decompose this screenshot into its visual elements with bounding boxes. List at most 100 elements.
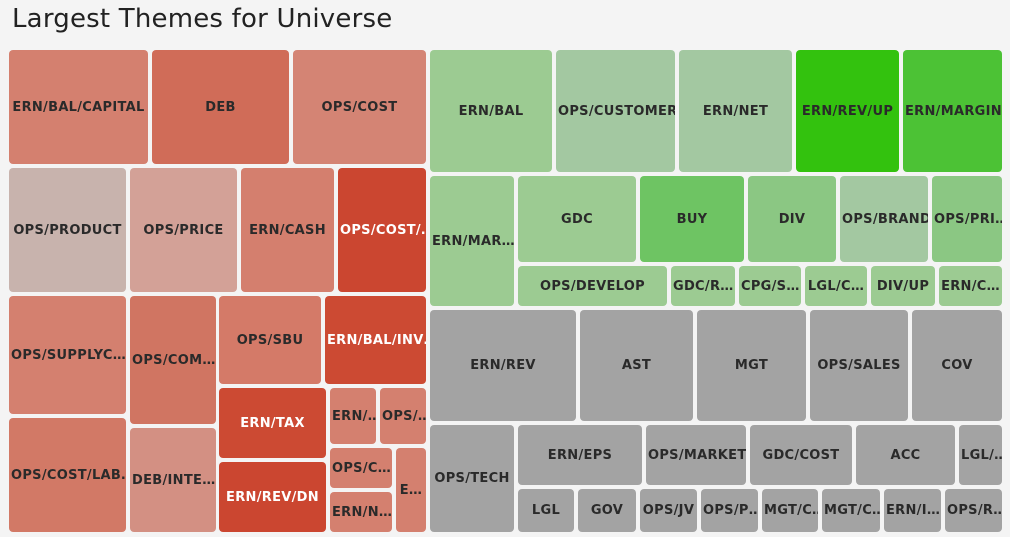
treemap-tile[interactable]: ERN/REV bbox=[430, 310, 576, 421]
treemap-tile[interactable]: OPS/… bbox=[380, 388, 426, 444]
treemap-tile[interactable]: OPS/CUSTOMER bbox=[556, 50, 675, 172]
treemap-tile[interactable]: OPS/MARKET bbox=[646, 425, 746, 485]
treemap-tile[interactable]: ERN/C… bbox=[939, 266, 1002, 306]
treemap-tile[interactable]: ERN/NET bbox=[679, 50, 792, 172]
treemap-tile[interactable]: ERN/REV/UP bbox=[796, 50, 899, 172]
treemap-tile-label: ERN/N… bbox=[332, 504, 392, 520]
treemap-tile[interactable]: ACC bbox=[856, 425, 955, 485]
treemap-tile[interactable]: CPG/S… bbox=[739, 266, 801, 306]
treemap-tile-label: ERN/EPS bbox=[547, 447, 613, 463]
chart-title: Largest Themes for Universe bbox=[12, 4, 393, 34]
treemap-tile-label: OPS/C… bbox=[332, 460, 392, 476]
treemap-tile[interactable]: DIV bbox=[748, 176, 836, 262]
treemap-tile[interactable]: DIV/UP bbox=[871, 266, 935, 306]
treemap-tile[interactable]: OPS/TECH bbox=[430, 425, 514, 532]
treemap-tile[interactable]: DEB bbox=[152, 50, 289, 164]
treemap-tile-label: ERN/BAL bbox=[458, 103, 524, 119]
treemap-tile[interactable]: BUY bbox=[640, 176, 744, 262]
treemap-tile[interactable]: OPS/COST bbox=[293, 50, 426, 164]
treemap-tile-label: GDC bbox=[561, 211, 593, 227]
treemap-tile[interactable]: COV bbox=[912, 310, 1002, 421]
treemap-tile-label: OPS/MARKET bbox=[648, 447, 746, 463]
treemap-tile-label: ERN/BAL/CAPITAL bbox=[12, 99, 145, 115]
treemap-tile-label: GDC/R… bbox=[673, 278, 734, 294]
treemap-tile-label: OPS/P… bbox=[703, 503, 758, 518]
treemap-tile[interactable]: AST bbox=[580, 310, 693, 421]
treemap-tile[interactable]: E… bbox=[396, 448, 426, 532]
treemap-tile-label: OPS/TECH bbox=[434, 471, 510, 486]
treemap-tile-label: MGT/C… bbox=[764, 503, 818, 518]
treemap-tile-label: ERN/CASH bbox=[249, 222, 326, 238]
treemap-tile[interactable]: OPS/P… bbox=[701, 489, 758, 532]
treemap-tile-label: E… bbox=[399, 482, 423, 498]
treemap-tile[interactable]: OPS/SBU bbox=[219, 296, 321, 384]
treemap-tile-label: OPS/COST/… bbox=[340, 222, 426, 238]
treemap-tile[interactable]: ERN/N… bbox=[330, 492, 392, 532]
treemap-tile-label: OPS/DEVELOP bbox=[539, 278, 645, 294]
treemap-tile[interactable]: ERN/BAL/INV… bbox=[325, 296, 426, 384]
treemap-tile[interactable]: OPS/JV bbox=[640, 489, 697, 532]
treemap-tile-label: ERN/I… bbox=[886, 503, 941, 518]
treemap-tile-label: DEB/INTE… bbox=[132, 472, 216, 488]
treemap-tile[interactable]: MGT/C… bbox=[762, 489, 818, 532]
treemap-tile-label: OPS/PRICE bbox=[143, 222, 224, 238]
treemap-tile[interactable]: OPS/COST/… bbox=[338, 168, 426, 292]
treemap-tile[interactable]: ERN/TAX bbox=[219, 388, 326, 458]
treemap-tile-label: DIV bbox=[778, 211, 806, 227]
treemap-tile-label: OPS/… bbox=[382, 408, 426, 424]
treemap-tile[interactable]: OPS/SUPPLYC… bbox=[9, 296, 126, 414]
treemap-tile-label: MGT/C… bbox=[824, 503, 880, 518]
treemap-tile-label: GDC/COST bbox=[762, 447, 840, 463]
treemap-tile-label: ERN/TAX bbox=[240, 415, 305, 431]
treemap-tile[interactable]: OPS/COST/LAB… bbox=[9, 418, 126, 532]
treemap-tile[interactable]: OPS/SALES bbox=[810, 310, 908, 421]
treemap-tile-label: OPS/CUSTOMER bbox=[558, 103, 675, 119]
treemap-tile-label: OPS/R… bbox=[947, 503, 1002, 518]
treemap-tile[interactable]: ERN/REV/DN bbox=[219, 462, 326, 532]
treemap-tile-label: ACC bbox=[890, 447, 921, 463]
treemap-tile[interactable]: LGL/… bbox=[959, 425, 1002, 485]
treemap-tile[interactable]: OPS/PRICE bbox=[130, 168, 237, 292]
treemap-tile-label: OPS/COM… bbox=[132, 352, 216, 368]
treemap-tile[interactable]: LGL/C… bbox=[805, 266, 867, 306]
treemap-tile[interactable]: OPS/DEVELOP bbox=[518, 266, 667, 306]
treemap-tile-label: DEB bbox=[205, 99, 236, 115]
treemap-tile-label: OPS/JV bbox=[642, 503, 695, 518]
treemap-tile[interactable]: ERN/EPS bbox=[518, 425, 642, 485]
treemap-tile[interactable]: MGT bbox=[697, 310, 806, 421]
treemap-tile[interactable]: ERN/… bbox=[330, 388, 376, 444]
treemap-tile[interactable]: OPS/PRI… bbox=[932, 176, 1002, 262]
treemap-tile-label: MGT bbox=[734, 358, 769, 373]
treemap-tile[interactable]: DEB/INTE… bbox=[130, 428, 216, 532]
treemap-tile-label: LGL bbox=[531, 503, 561, 518]
treemap-tile-label: ERN/… bbox=[332, 408, 376, 424]
treemap-tile-label: AST bbox=[621, 358, 652, 373]
treemap-tile[interactable]: GDC/R… bbox=[671, 266, 735, 306]
treemap-tile-label: BUY bbox=[676, 211, 708, 227]
treemap-tile[interactable]: OPS/BRAND bbox=[840, 176, 928, 262]
treemap-tile[interactable]: GDC bbox=[518, 176, 636, 262]
treemap-tile-label: CPG/S… bbox=[741, 278, 800, 294]
treemap-tile[interactable]: ERN/CASH bbox=[241, 168, 334, 292]
treemap-tile[interactable]: ERN/MAR… bbox=[430, 176, 514, 306]
treemap-tile[interactable]: OPS/COM… bbox=[130, 296, 216, 424]
treemap-tile[interactable]: ERN/BAL/CAPITAL bbox=[9, 50, 148, 164]
treemap-tile-label: ERN/NET bbox=[702, 103, 769, 119]
treemap-tile-label: ERN/REV/UP bbox=[801, 103, 894, 119]
treemap-tile[interactable]: ERN/MARGIN bbox=[903, 50, 1002, 172]
treemap-tile[interactable]: LGL bbox=[518, 489, 574, 532]
treemap-tile[interactable]: OPS/R… bbox=[945, 489, 1002, 532]
treemap-tile[interactable]: OPS/C… bbox=[330, 448, 392, 488]
treemap-tile[interactable]: GDC/COST bbox=[750, 425, 852, 485]
treemap-tile-label: LGL/C… bbox=[807, 278, 865, 294]
treemap-tile[interactable]: GOV bbox=[578, 489, 636, 532]
treemap-tile-label: OPS/PRI… bbox=[934, 211, 1002, 227]
treemap-tile-label: OPS/BRAND bbox=[842, 211, 928, 227]
treemap-tile[interactable]: OPS/PRODUCT bbox=[9, 168, 126, 292]
treemap-tile[interactable]: ERN/I… bbox=[884, 489, 941, 532]
treemap-tile[interactable]: ERN/BAL bbox=[430, 50, 552, 172]
treemap-tile-label: ERN/REV/DN bbox=[226, 489, 319, 505]
treemap-tile-label: OPS/PRODUCT bbox=[13, 222, 122, 238]
treemap-tile[interactable]: MGT/C… bbox=[822, 489, 880, 532]
